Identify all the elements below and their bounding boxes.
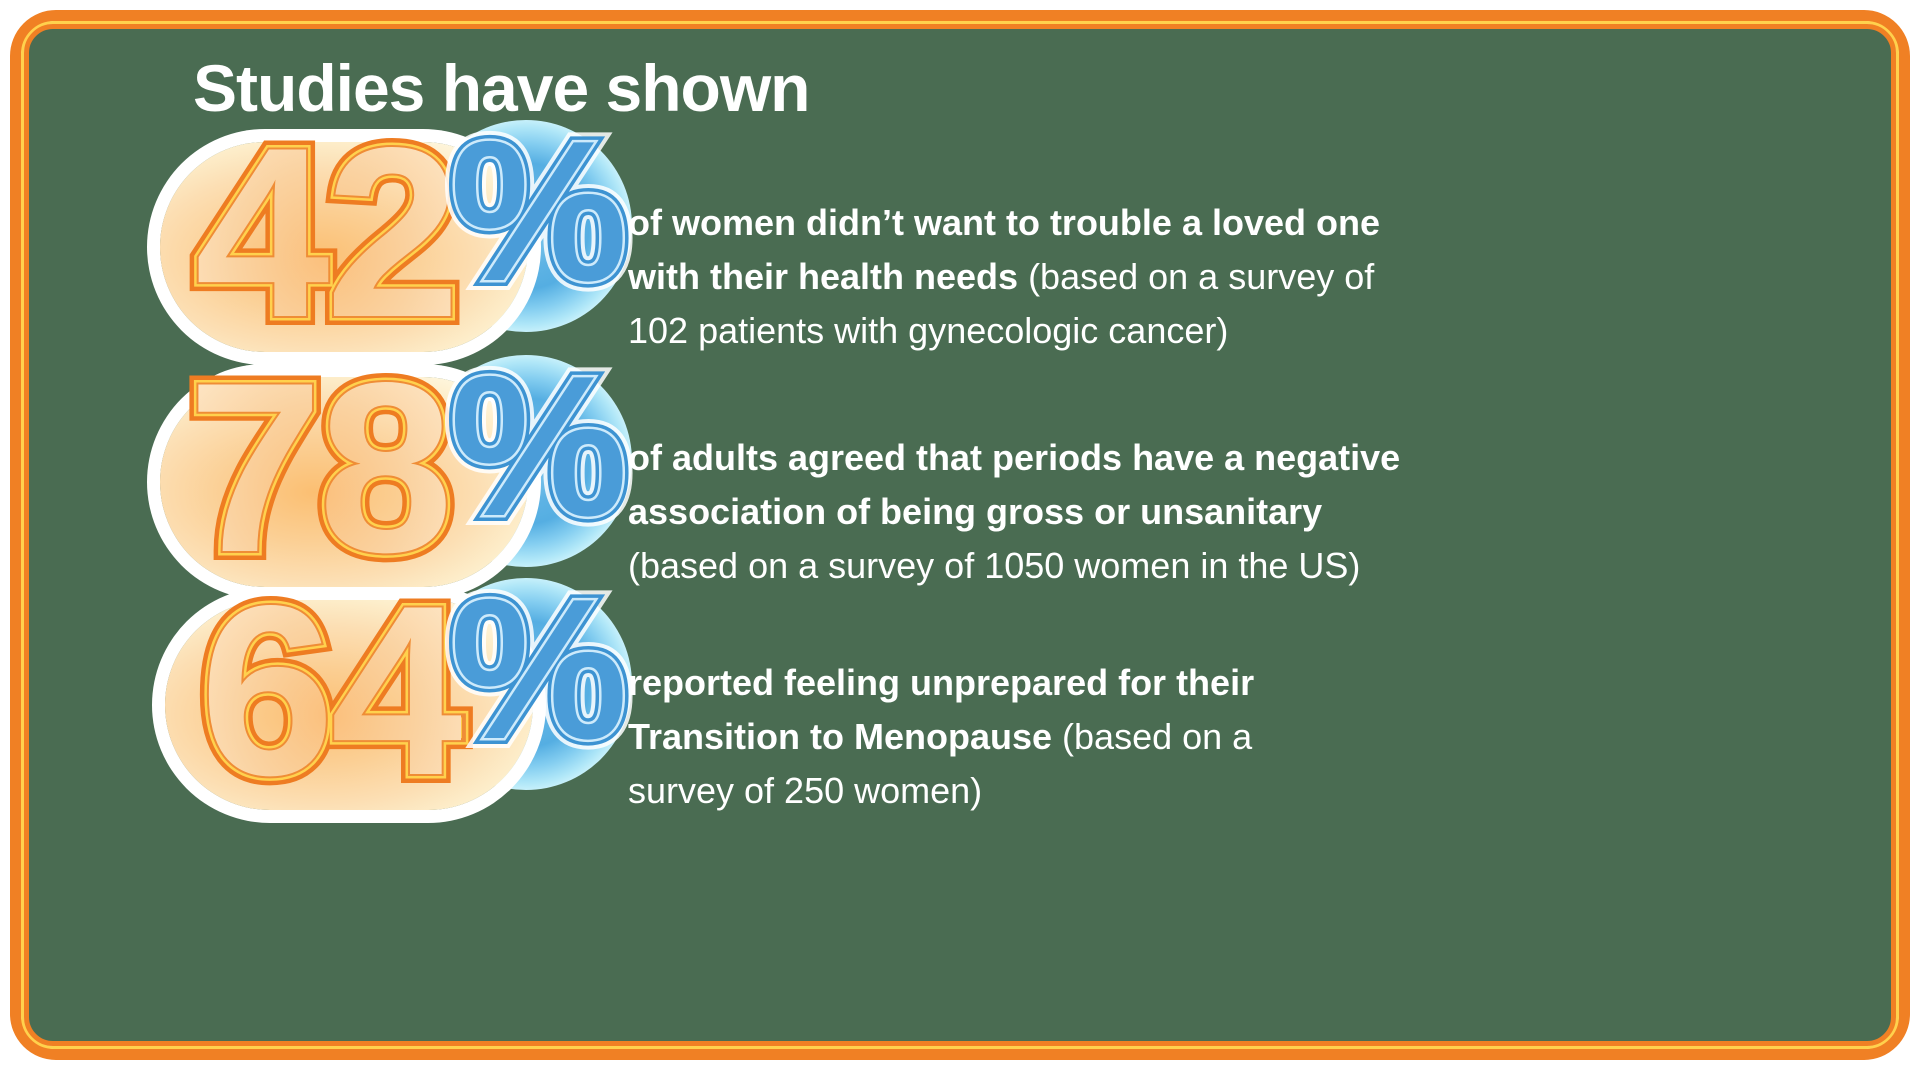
percent-inner-line: % (448, 100, 631, 323)
stat-value-yellow-line: 78 (183, 343, 457, 594)
percent-halo: % (440, 335, 638, 558)
stat-description-bold: of women didn’t want to trouble a loved … (628, 202, 1380, 297)
percent-halo: % (440, 558, 638, 781)
stat-value-outline: 42 (186, 103, 469, 363)
stat-value-outline: 64 (191, 561, 474, 821)
stat-glow-blob (160, 377, 528, 587)
percent-outline: % (444, 558, 634, 781)
percent-inner-line: % (448, 335, 631, 558)
percent-sign: % % % % (440, 335, 670, 567)
percent-outline: % (444, 100, 634, 323)
stat-description-note: (based on a survey of 1050 women in the … (628, 545, 1361, 586)
stat-value-inner-line: 78 (186, 345, 455, 591)
stat-value-64: 64 64 64 64 (191, 556, 500, 826)
stat-value-fill: 78 (188, 333, 453, 603)
stat-value-outline: 78 (179, 338, 462, 598)
percent-fill: % (450, 558, 628, 781)
percent-inner-line: % (448, 558, 631, 781)
stat-value-fill: 42 (195, 98, 460, 368)
stat-value-yellow-line: 42 (190, 108, 464, 359)
percent-fill: % (450, 100, 628, 323)
stat-value-78: 78 78 78 78 (179, 333, 488, 603)
stat-description-note: (based on a survey of 250 women) (628, 716, 1253, 811)
page-title: Studies have shown (193, 51, 810, 125)
stat-description: reported feeling unprepared for their Tr… (628, 656, 1678, 818)
percent-halo: % (440, 100, 638, 323)
percent-outline: % (444, 335, 634, 558)
stat-value-yellow-line: 64 (195, 566, 469, 817)
percent-sign: % % % % (440, 558, 670, 790)
percent-fill: % (450, 335, 628, 558)
stat-value-42: 42 42 42 42 (186, 98, 495, 368)
stat-value-fill: 64 (200, 556, 465, 826)
stat-description: of adults agreed that periods have a neg… (628, 431, 1678, 593)
stat-value-inner-line: 42 (193, 110, 462, 356)
stat-description-bold: of adults agreed that periods have a neg… (628, 437, 1401, 532)
stat-glow-blob (165, 600, 533, 810)
stat-description-bold: reported feeling unprepared for their Tr… (628, 662, 1255, 757)
stat-value-inner-line: 64 (198, 568, 467, 814)
stat-glow-blob (160, 142, 528, 352)
stat-description: of women didn’t want to trouble a loved … (628, 196, 1678, 358)
stat-description-note: (based on a survey of 102 patients with … (628, 256, 1375, 351)
percent-sign: % % % % (440, 100, 670, 332)
